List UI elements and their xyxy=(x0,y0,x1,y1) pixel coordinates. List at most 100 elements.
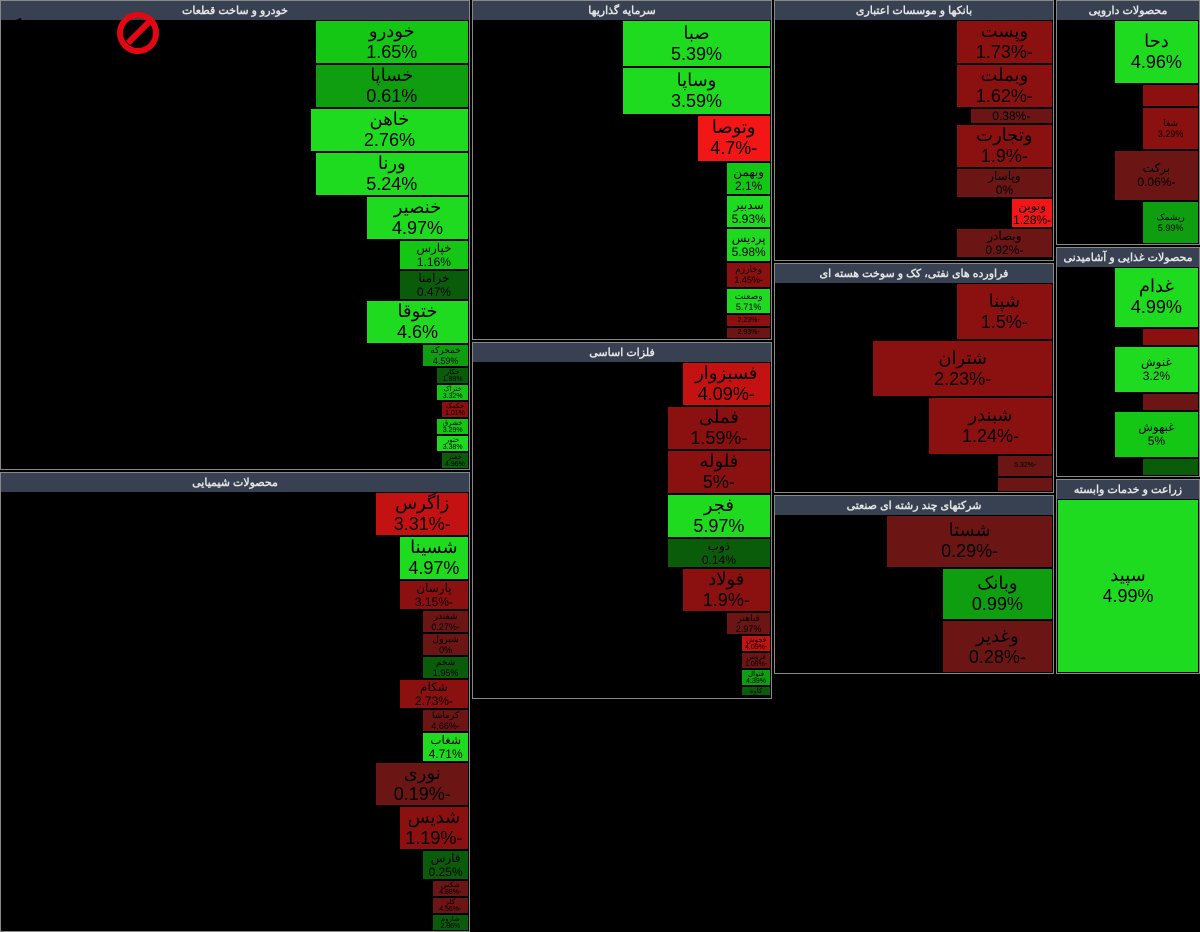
treemap-cell[interactable]: -0.38% xyxy=(970,108,1053,124)
treemap-cell[interactable]: شفا3.29% xyxy=(1142,107,1199,150)
treemap-cell[interactable]: فسبزوار-4.09% xyxy=(682,362,771,406)
treemap-cell[interactable] xyxy=(1142,458,1199,477)
treemap-cell[interactable]: پارسان-3.15% xyxy=(399,580,469,610)
cell-percent: 4.96% xyxy=(1131,52,1182,73)
treemap-cell[interactable]: -5.32% xyxy=(997,455,1053,477)
treemap-cell[interactable]: ختوقا4.6% xyxy=(366,300,469,344)
treemap-cell[interactable]: وپست-1.73% xyxy=(956,20,1053,64)
sector-title: زراعت و خدمات وابسته xyxy=(1057,480,1199,499)
treemap-cell[interactable]: وغدیر-0.28% xyxy=(942,620,1053,673)
cell-percent: 3.38% xyxy=(443,444,463,451)
treemap-cell[interactable]: خشرق3.29% xyxy=(436,418,469,435)
treemap-cell[interactable]: زاگرس-3.31% xyxy=(375,492,469,536)
treemap-cell[interactable] xyxy=(1142,84,1199,106)
treemap-cell[interactable]: وبهمن2.1% xyxy=(726,162,771,195)
treemap-cell[interactable]: غدام4.99% xyxy=(1114,267,1199,328)
treemap-cell[interactable]: ذوب0.14% xyxy=(667,538,771,568)
treemap-cell[interactable]: خکمک1.01% xyxy=(441,401,469,418)
treemap-cell[interactable]: شپنا-1.5% xyxy=(956,283,1053,340)
treemap-cell[interactable]: پردیس5.98% xyxy=(726,228,771,261)
treemap-cell[interactable]: شسینا4.97% xyxy=(399,536,469,580)
cell-name: خساپا xyxy=(370,65,413,86)
treemap-cell[interactable]: ختراک3.32% xyxy=(436,384,469,401)
treemap-cell[interactable]: شکس-4.88% xyxy=(432,880,469,897)
treemap-cell[interactable]: کاوه xyxy=(741,686,771,696)
treemap-cell[interactable] xyxy=(997,477,1053,492)
sector-pharma: محصولات دارویی دحا4.96%شفا3.29%برکت-0.06… xyxy=(1056,0,1200,245)
cell-percent: -1.24% xyxy=(962,426,1019,447)
cell-percent: 2.1% xyxy=(735,179,762,193)
treemap-cell[interactable]: فباهنر2.97% xyxy=(726,612,771,635)
treemap-cell[interactable]: غبهوش5% xyxy=(1114,411,1199,458)
cell-name: دحا xyxy=(1144,31,1169,52)
treemap-cell[interactable]: ونوین-1.28% xyxy=(1011,198,1053,228)
treemap-cell[interactable]: وبملت-1.62% xyxy=(956,64,1053,108)
cell-name: خنصیر xyxy=(394,197,442,218)
treemap-cell[interactable]: وبصادر-0.92% xyxy=(956,228,1053,258)
cell-name: صبا xyxy=(683,23,709,44)
treemap-cell[interactable]: خکار1.88% xyxy=(436,367,469,384)
treemap-cell[interactable]: سپید4.99% xyxy=(1057,499,1199,673)
cell-percent: 5.99% xyxy=(1158,223,1184,233)
treemap-cell[interactable]: خمحرکه4.59% xyxy=(422,344,469,367)
treemap-cell[interactable]: خفنر4.96% xyxy=(441,452,469,469)
treemap-cell[interactable]: وساپا3.59% xyxy=(622,67,771,114)
cell-percent: -1.59% xyxy=(690,428,747,449)
treemap-cell[interactable]: فجوش-4.09% xyxy=(741,635,771,652)
treemap-cell[interactable]: فنوال4.39% xyxy=(741,669,771,686)
treemap-cell[interactable]: صبا5.39% xyxy=(622,20,771,67)
treemap-cell[interactable]: برکت-0.06% xyxy=(1114,150,1199,200)
treemap-cell[interactable]: فجر5.97% xyxy=(667,494,771,538)
treemap-cell[interactable]: فملی-1.59% xyxy=(667,406,771,450)
treemap-cell[interactable] xyxy=(1142,393,1199,412)
treemap-cell[interactable]: شبندر-1.24% xyxy=(928,397,1053,454)
treemap-cell[interactable]: شغاب4.71% xyxy=(422,732,469,762)
treemap-cell[interactable]: غنوش3.2% xyxy=(1114,346,1199,393)
cell-percent: 1.01% xyxy=(445,410,465,417)
cell-percent: 5.97% xyxy=(693,516,744,537)
treemap-cell[interactable]: وپاسار0% xyxy=(956,168,1053,198)
treemap-cell[interactable]: سدبیر5.93% xyxy=(726,195,771,228)
treemap-cell[interactable]: شتران-2.23% xyxy=(872,340,1053,397)
treemap-cell[interactable]: ختور3.38% xyxy=(436,435,469,452)
treemap-cell[interactable]: -2.23% xyxy=(726,314,771,326)
treemap-cell[interactable]: کرماشا-4.66% xyxy=(422,709,469,732)
cell-name: وپاسار xyxy=(988,169,1020,183)
treemap-cell[interactable]: وصعنت5.71% xyxy=(726,288,771,314)
treemap-cell[interactable]: شاروم2.86% xyxy=(432,914,469,931)
treemap-cell[interactable]: -2.93% xyxy=(726,327,771,339)
treemap-cell[interactable]: فروس-1.09% xyxy=(741,652,771,669)
treemap-cell[interactable]: ورنا5.24% xyxy=(315,152,469,196)
cell-name: خشرق xyxy=(443,419,463,427)
treemap-cell[interactable]: وبانک0.99% xyxy=(942,568,1053,621)
treemap-cell[interactable]: خودرو1.65% xyxy=(315,20,469,64)
treemap-cell[interactable] xyxy=(1142,328,1199,347)
treemap-cell[interactable]: ریشمک5.99% xyxy=(1142,201,1199,244)
treemap-cell[interactable]: شبرول0% xyxy=(422,633,469,656)
treemap-cell[interactable]: خرامنا0.47% xyxy=(399,270,469,300)
treemap-cell[interactable]: شستا-0.29% xyxy=(886,515,1053,568)
treemap-cell[interactable]: خاهن2.76% xyxy=(310,108,469,152)
cell-name: فلوله xyxy=(699,451,738,472)
treemap-cell[interactable]: فلوله-5% xyxy=(667,450,771,494)
treemap-cell[interactable]: شفندر-0.27% xyxy=(422,610,469,633)
treemap-cell[interactable]: خنصیر4.97% xyxy=(366,196,469,240)
treemap-cell[interactable]: دحا4.96% xyxy=(1114,20,1199,84)
treemap-cell[interactable]: کلر-4.56% xyxy=(432,897,469,914)
treemap-cell[interactable]: فولاد-1.9% xyxy=(682,568,771,612)
treemap-cell[interactable]: شکام-2.73% xyxy=(399,679,469,709)
treemap-cell[interactable]: شخم1.95% xyxy=(422,656,469,679)
treemap-cell[interactable]: خپارس1.16% xyxy=(399,240,469,270)
cell-name: زاگرس xyxy=(395,493,449,514)
treemap-cell[interactable] xyxy=(741,696,771,698)
treemap-cell[interactable]: شدیس-1.19% xyxy=(399,806,469,850)
cell-percent: -5% xyxy=(703,472,735,493)
treemap-cell[interactable]: نوری-0.19% xyxy=(375,762,469,806)
treemap-cell[interactable]: فارس0.25% xyxy=(422,850,469,880)
treemap-cell[interactable]: خساپا0.61% xyxy=(315,64,469,108)
treemap-cell[interactable]: وخارزم-1.45% xyxy=(726,262,771,288)
treemap-cell[interactable]: وتجارت-1.9% xyxy=(956,124,1053,168)
cells-food: غدام4.99% غنوش3.2% غبهوش5% xyxy=(1057,267,1199,476)
treemap-cell[interactable] xyxy=(1011,258,1053,260)
treemap-cell[interactable]: وتوصا-4.7% xyxy=(697,115,772,162)
